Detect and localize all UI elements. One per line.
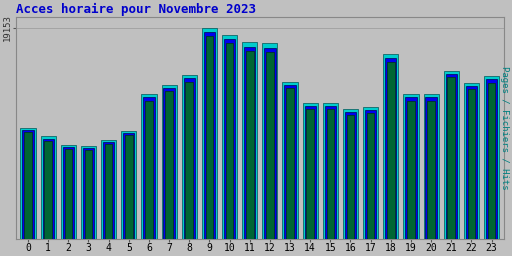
- Bar: [83, 148, 94, 239]
- Bar: [464, 83, 479, 239]
- Bar: [447, 77, 455, 239]
- Bar: [325, 106, 336, 239]
- Bar: [20, 128, 36, 239]
- Bar: [306, 109, 314, 239]
- Bar: [367, 113, 374, 239]
- Bar: [204, 32, 215, 239]
- Bar: [262, 44, 278, 239]
- Bar: [286, 88, 294, 239]
- Bar: [202, 28, 217, 239]
- Bar: [467, 89, 475, 239]
- Bar: [407, 101, 415, 239]
- Bar: [226, 44, 233, 239]
- Bar: [185, 81, 193, 239]
- Bar: [266, 52, 273, 239]
- Y-axis label: Pages / Fichiers / Hits: Pages / Fichiers / Hits: [500, 66, 509, 190]
- Bar: [365, 110, 376, 239]
- Bar: [246, 51, 253, 239]
- Bar: [264, 48, 275, 239]
- Bar: [84, 150, 92, 239]
- Bar: [121, 131, 136, 239]
- Bar: [445, 74, 457, 239]
- Bar: [484, 76, 499, 239]
- Bar: [61, 145, 76, 239]
- Bar: [303, 103, 318, 239]
- Bar: [347, 115, 354, 239]
- Bar: [305, 106, 316, 239]
- Bar: [383, 54, 398, 239]
- Bar: [45, 141, 52, 239]
- Bar: [162, 85, 177, 239]
- Bar: [125, 135, 133, 239]
- Bar: [385, 58, 396, 239]
- Bar: [103, 142, 114, 239]
- Bar: [406, 97, 417, 239]
- Bar: [206, 36, 213, 239]
- Bar: [327, 109, 334, 239]
- Bar: [163, 88, 175, 239]
- Bar: [423, 94, 439, 239]
- Bar: [105, 144, 113, 239]
- Bar: [284, 85, 296, 239]
- Bar: [184, 78, 195, 239]
- Bar: [123, 133, 135, 239]
- Bar: [81, 146, 96, 239]
- Bar: [428, 101, 435, 239]
- Bar: [488, 83, 495, 239]
- Bar: [345, 112, 356, 239]
- Bar: [387, 62, 395, 239]
- Bar: [65, 149, 72, 239]
- Bar: [244, 47, 255, 239]
- Bar: [363, 107, 378, 239]
- Bar: [141, 94, 157, 239]
- Bar: [182, 75, 197, 239]
- Bar: [23, 130, 34, 239]
- Bar: [24, 132, 32, 239]
- Bar: [222, 35, 237, 239]
- Bar: [343, 109, 358, 239]
- Bar: [242, 42, 258, 239]
- Bar: [425, 97, 437, 239]
- Bar: [143, 97, 155, 239]
- Bar: [323, 103, 338, 239]
- Bar: [101, 140, 116, 239]
- Bar: [466, 86, 477, 239]
- Bar: [224, 39, 235, 239]
- Bar: [42, 138, 54, 239]
- Text: Acces horaire pour Novembre 2023: Acces horaire pour Novembre 2023: [16, 3, 256, 16]
- Bar: [62, 147, 74, 239]
- Bar: [444, 71, 459, 239]
- Bar: [165, 91, 173, 239]
- Bar: [145, 101, 153, 239]
- Bar: [283, 81, 297, 239]
- Bar: [40, 136, 56, 239]
- Bar: [403, 94, 418, 239]
- Bar: [486, 79, 497, 239]
